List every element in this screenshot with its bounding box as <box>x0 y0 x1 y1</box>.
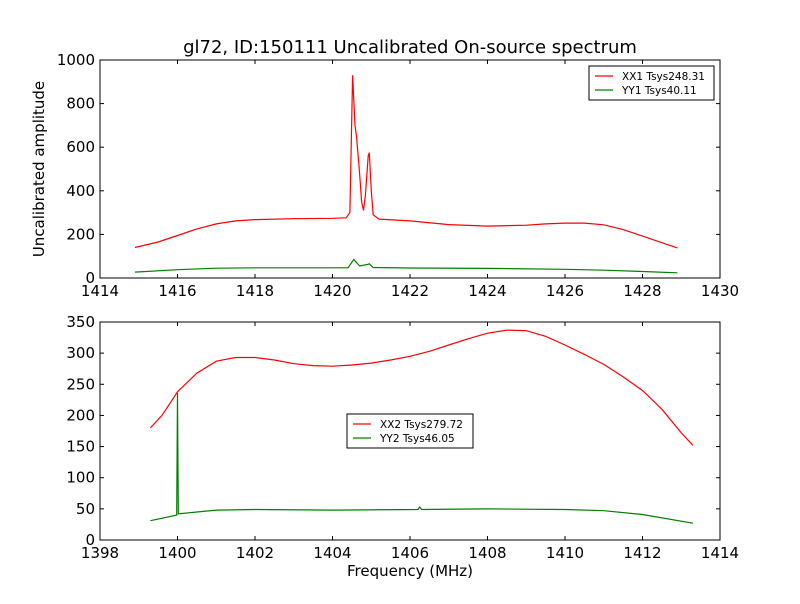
x-tick-label: 1428 <box>623 282 661 300</box>
legend-label: XX1 Tsys248.31 <box>622 71 705 83</box>
y-tick-label: 300 <box>66 344 95 362</box>
y-tick-label: 0 <box>85 531 95 549</box>
y-tick-label: 350 <box>66 313 95 331</box>
x-axis-label: Frequency (MHz) <box>347 562 473 580</box>
y-tick-label: 400 <box>66 182 95 200</box>
series-line-xx2 <box>149 329 694 446</box>
x-tick-label: 1404 <box>313 544 351 562</box>
legend-label: YY1 Tsys40.11 <box>621 85 697 97</box>
x-tick-label: 1408 <box>468 544 506 562</box>
y-tick-label: 100 <box>66 469 95 487</box>
x-tick-label: 1400 <box>158 544 196 562</box>
x-tick-label: 1406 <box>391 544 429 562</box>
legend-box <box>346 413 474 449</box>
x-tick-label: 1416 <box>158 282 196 300</box>
x-tick-label: 1430 <box>701 282 739 300</box>
y-tick-label: 600 <box>66 138 95 156</box>
x-tick-label: 1412 <box>623 544 661 562</box>
y-tick-label: 50 <box>76 500 95 518</box>
x-tick-label: 1398 <box>81 544 119 562</box>
x-tick-label: 1424 <box>468 282 506 300</box>
y-tick-label: 200 <box>66 225 95 243</box>
y-tick-label: 0 <box>85 269 95 287</box>
x-tick-label: 1426 <box>546 282 584 300</box>
axes-2: 1398 1400 1402 1404 1406 1408 1410 1412 1414 0 50 1… <box>66 313 739 580</box>
legend-box <box>588 65 715 101</box>
chart-title: gl72, ID:150111 Uncalibrated On-source s… <box>183 37 637 58</box>
legend-label: YY2 Tsys46.05 <box>379 433 455 445</box>
legend: XX2 Tsys279.72 YY2 Tsys46.05 <box>346 413 474 449</box>
series-line-xx1 <box>134 75 678 249</box>
x-tick-label: 1414 <box>701 544 739 562</box>
x-tick-label: 1422 <box>391 282 429 300</box>
y-tick-label: 150 <box>66 438 95 456</box>
x-tick-label: 1402 <box>236 544 274 562</box>
series-line-yy2 <box>150 392 694 524</box>
series-line-yy1 <box>134 258 678 274</box>
y-tick-label: 1000 <box>57 51 95 69</box>
y-axis-label: Uncalibrated amplitude <box>30 81 48 257</box>
y-tick-label: 200 <box>66 406 95 424</box>
x-tick-label: 1418 <box>236 282 274 300</box>
y-tick-label: 250 <box>66 375 95 393</box>
legend: XX1 Tsys248.31 YY1 Tsys40.11 <box>588 65 715 101</box>
y-tick-label: 800 <box>66 95 95 113</box>
x-tick-label: 1410 <box>546 544 584 562</box>
x-tick-label: 1414 <box>81 282 119 300</box>
x-tick-label: 1420 <box>313 282 351 300</box>
axes-1: 1414 1416 1418 1420 1422 1424 1426 1428 1430 0 200… <box>30 37 739 300</box>
legend-label: XX2 Tsys279.72 <box>380 419 463 431</box>
